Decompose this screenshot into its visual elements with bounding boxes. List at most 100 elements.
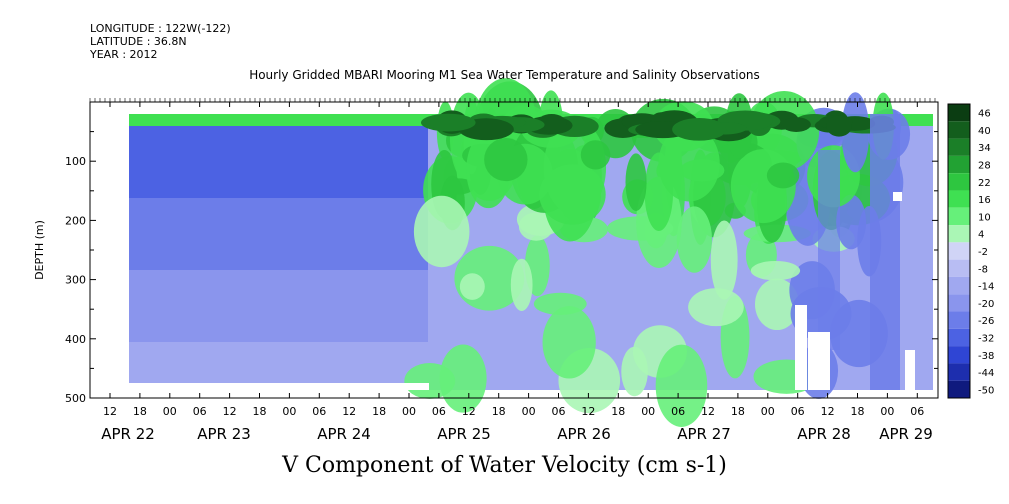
x-hour-label: 18 (133, 405, 147, 418)
x-hour-label: 18 (372, 405, 386, 418)
deep-band (129, 258, 428, 270)
upper-green-patch (754, 278, 800, 331)
upper-green-patch (459, 273, 485, 300)
colorbar-swatch (948, 155, 970, 174)
surface-dark-patch (536, 114, 567, 134)
upper-green-patch (484, 137, 528, 182)
y-axis-label: DEPTH (m) (33, 220, 46, 280)
deep-band (129, 186, 428, 198)
deep-band (129, 306, 428, 318)
x-hour-label: 06 (791, 405, 805, 418)
upper-green-patch (655, 344, 708, 427)
x-axis-title: V Component of Water Velocity (cm s-1) (282, 453, 727, 478)
colorbar-label: -20 (978, 299, 994, 310)
x-hour-label: 12 (462, 405, 476, 418)
x-day-label: APR 24 (317, 425, 371, 443)
upper-green-patch (750, 260, 801, 281)
colorbar-label: 46 (978, 109, 991, 120)
colorbar-label: 40 (978, 126, 991, 137)
upper-green-patch (679, 159, 725, 182)
colorbar-label: -44 (978, 368, 994, 379)
x-hour-label: 12 (103, 405, 117, 418)
x-hour-label: 12 (581, 405, 595, 418)
colorbar-swatch (948, 225, 970, 243)
x-hour-label: 00 (761, 405, 775, 418)
colorbar-label: -32 (978, 333, 994, 344)
colorbar-frame (947, 103, 971, 399)
metadata-block: LONGITUDE : 122W(-122) LATITUDE : 36.8N … (90, 22, 231, 61)
x-day-label: APR 22 (101, 425, 155, 443)
upper-green-patch (413, 195, 470, 268)
colorbar-label: 4 (978, 230, 984, 241)
x-hour-label: 18 (731, 405, 745, 418)
upper-green-patch (710, 220, 738, 300)
deep-band (129, 282, 428, 294)
surface-dark-patch (781, 117, 811, 132)
x-hour-label: 00 (163, 405, 177, 418)
x-day-label: APR 29 (879, 425, 933, 443)
x-hour-label: 06 (910, 405, 924, 418)
upper-green-patch (676, 206, 713, 273)
upper-green-patch (625, 153, 647, 211)
x-hour-label: 12 (821, 405, 835, 418)
deep-band (129, 162, 428, 174)
y-tick-label: 400 (65, 333, 86, 346)
colorbar-swatch (948, 380, 970, 398)
blue-column (870, 114, 900, 390)
y-tick-label: 200 (65, 214, 86, 227)
x-hour-label: 06 (671, 405, 685, 418)
surface-dark-patch (826, 115, 852, 137)
deep-band (129, 330, 428, 342)
colorbar-label: 28 (978, 161, 991, 172)
data-gap (808, 332, 830, 390)
colorbar-label: -14 (978, 282, 994, 293)
colorbar-swatch (948, 294, 970, 312)
x-hour-label: 18 (611, 405, 625, 418)
y-tick-label: 300 (65, 274, 86, 287)
x-hour-label: 12 (223, 405, 237, 418)
colorbar-label: -26 (978, 316, 994, 327)
colorbar-swatch (948, 363, 970, 381)
deep-band (129, 354, 428, 366)
deep-band (129, 234, 428, 246)
x-day-label: APR 23 (197, 425, 251, 443)
colorbar-label: 22 (978, 178, 991, 189)
upper-green-patch (510, 258, 533, 312)
deep-band (129, 222, 428, 234)
data-gap (893, 192, 902, 201)
x-hour-label: 06 (552, 405, 566, 418)
upper-green-patch (836, 194, 867, 250)
x-hour-label: 18 (253, 405, 267, 418)
x-hour-label: 00 (402, 405, 416, 418)
x-hour-label: 00 (522, 405, 536, 418)
colorbar-swatch (948, 190, 970, 208)
colorbar-swatch (948, 173, 970, 191)
chart-title: Hourly Gridded MBARI Mooring M1 Sea Wate… (249, 68, 760, 82)
deep-band (129, 126, 428, 138)
colorbar-label: -50 (978, 385, 994, 396)
colorbar-swatch (948, 346, 970, 364)
x-hour-label: 00 (641, 405, 655, 418)
colorbar-label: 10 (978, 212, 991, 223)
deep-band (129, 150, 428, 162)
x-hour-label: 12 (342, 405, 356, 418)
data-gap (795, 305, 807, 390)
colorbar-label: -8 (978, 264, 988, 275)
deep-band (129, 318, 428, 330)
upper-green-patch (542, 306, 596, 379)
colorbar-swatch (948, 138, 970, 156)
data-gap (129, 383, 429, 390)
x-day-label: APR 27 (677, 425, 731, 443)
longitude-label: LONGITUDE : 122W(-122) (90, 22, 231, 35)
surface-dark-patch (672, 118, 727, 141)
deep-band (129, 174, 428, 186)
y-tick-label: 100 (65, 155, 86, 168)
upper-green-patch (766, 162, 800, 189)
colorbar-swatch (948, 311, 970, 329)
x-hour-label: 12 (701, 405, 715, 418)
colorbar-swatch (948, 207, 970, 226)
blue-column (818, 150, 840, 350)
x-day-label: APR 28 (797, 425, 851, 443)
upper-green-patch (580, 140, 611, 170)
